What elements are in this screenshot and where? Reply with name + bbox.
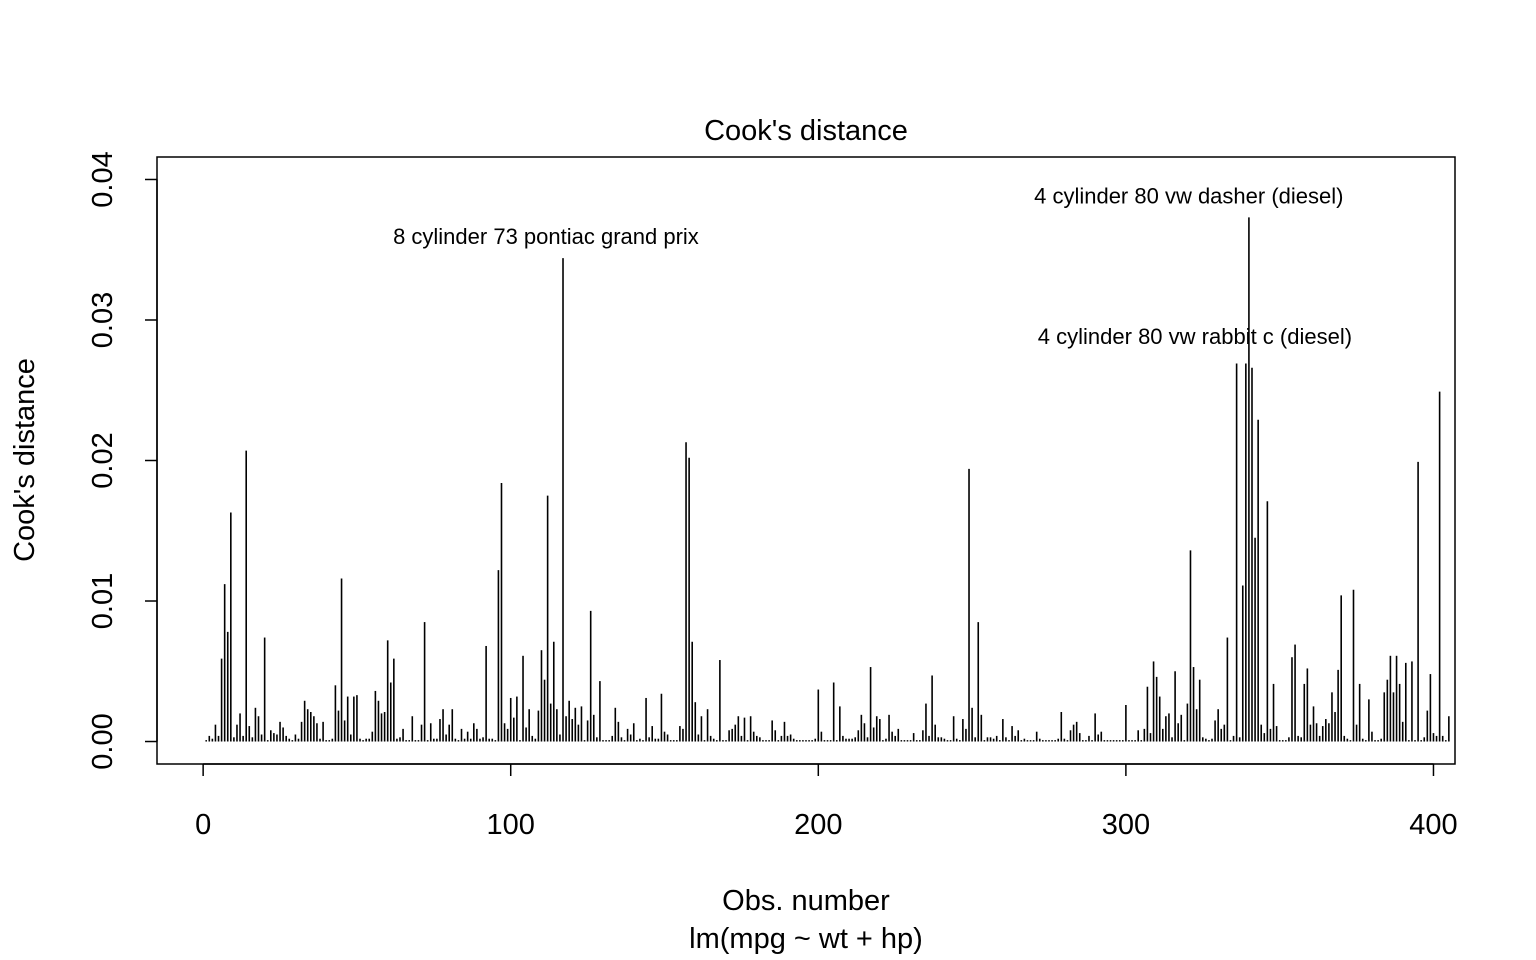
x-axis: 0 100 200 300 400 (195, 763, 1458, 841)
y-tick-label: 0.01 (87, 573, 119, 629)
y-tick-label: 0.04 (87, 151, 119, 207)
y-axis-label: Cook's distance (9, 358, 41, 562)
annotations-group: 8 cylinder 73 pontiac grand prix 4 cylind… (393, 183, 1352, 349)
y-tick-label: 0.03 (87, 292, 119, 348)
x-tick-label: 200 (794, 809, 842, 841)
chart-subtitle: lm(mpg ~ wt + hp) (689, 923, 923, 955)
bars-group (205, 217, 1450, 742)
point-annotation: 4 cylinder 80 vw rabbit c (diesel) (1038, 324, 1352, 349)
y-tick-label: 0.02 (87, 432, 119, 488)
point-annotation: 4 cylinder 80 vw dasher (diesel) (1034, 183, 1343, 208)
x-tick-label: 0 (195, 809, 211, 841)
point-annotation: 8 cylinder 73 pontiac grand prix (393, 224, 699, 249)
chart-title: Cook's distance (704, 115, 908, 147)
x-tick-label: 100 (487, 809, 535, 841)
y-axis: 0.00 0.01 0.02 0.03 0.04 (87, 151, 158, 770)
x-axis-label: Obs. number (722, 885, 890, 917)
x-tick-label: 300 (1102, 809, 1150, 841)
x-tick-label: 400 (1409, 809, 1457, 841)
y-tick-label: 0.00 (87, 713, 119, 769)
